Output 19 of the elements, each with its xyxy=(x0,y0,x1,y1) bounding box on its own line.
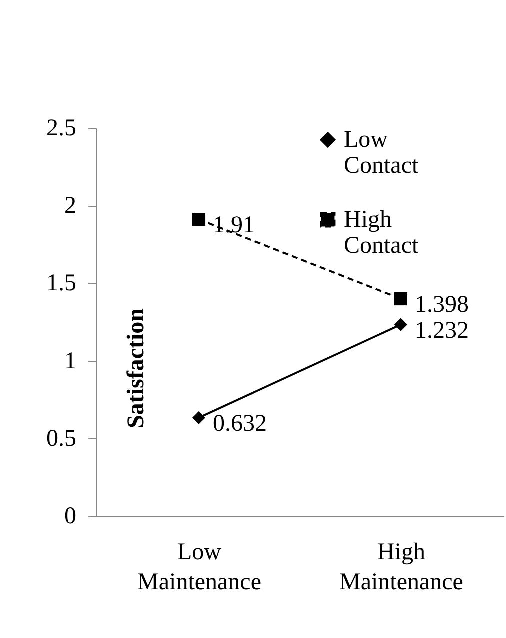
y-tick-label: 2 xyxy=(64,193,76,220)
y-tick-label: 2.5 xyxy=(46,116,76,142)
data-label: 1.398 xyxy=(414,292,469,318)
y-tick-label: 1.5 xyxy=(46,270,76,297)
point xyxy=(192,411,206,424)
legend-label: High Contact xyxy=(344,207,419,259)
data-label: 1.91 xyxy=(213,212,256,239)
data-label: 1.232 xyxy=(414,318,469,344)
x-tick-label: Low Maintenance xyxy=(138,540,262,596)
x-tick-label: High Maintenance xyxy=(340,540,464,596)
point xyxy=(394,318,408,332)
y-axis-title: Satisfaction xyxy=(124,308,150,428)
y-tick-label: 1 xyxy=(64,348,76,374)
y-tick-label: 0.5 xyxy=(46,426,76,452)
legend-label: Low Contact xyxy=(344,127,419,179)
y-tick-label: 0 xyxy=(64,504,76,530)
point xyxy=(394,292,408,306)
data-label: 0.632 xyxy=(213,410,268,437)
point xyxy=(192,213,206,226)
